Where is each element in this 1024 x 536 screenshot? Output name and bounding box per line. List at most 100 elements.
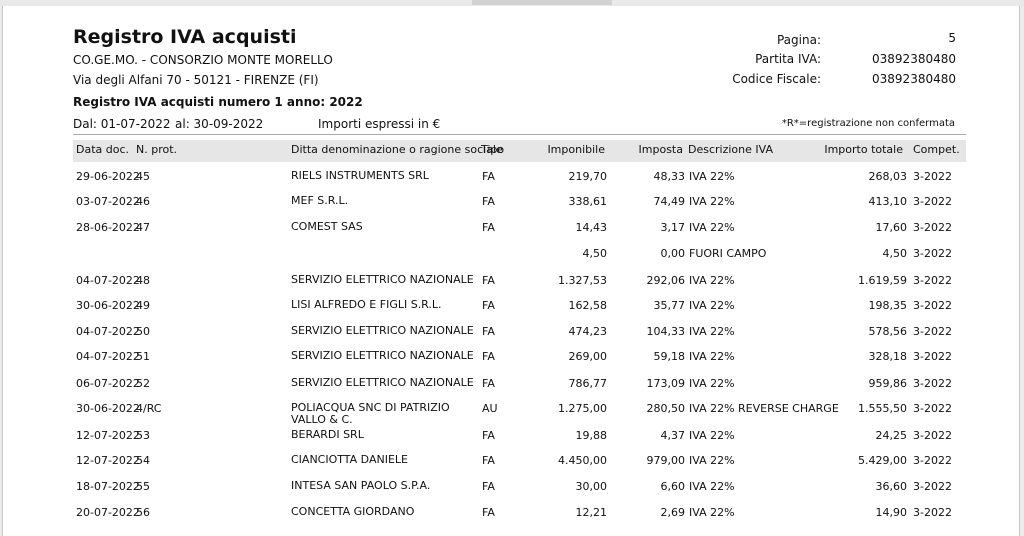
cell-ditta: POLIACQUA SNC DI PATRIZIO VALLO & C. [291,401,450,426]
cell-imposta: 2,69 [660,506,686,519]
cell-imposta: 3,17 [660,221,686,234]
period-from: Dal: 01-07-2022 [73,117,171,131]
page-number: 5 [948,31,956,45]
header-divider [73,134,966,135]
cell-compet: 3-2022 [913,429,952,442]
cell-imponibile: 474,23 [568,325,608,338]
cell-tipo: FA [482,350,495,363]
cell-tipo: FA [482,170,495,183]
cell-imposta: 979,00 [646,454,686,467]
cell-n-prot: 56 [136,506,150,519]
currency-note: Importi espressi in € [318,117,441,131]
cell-compet: 3-2022 [913,377,952,390]
cell-compet: 3-2022 [913,506,952,519]
cell-tipo: FA [482,506,495,519]
cell-importo-totale: 1.619,59 [858,274,907,287]
cell-descrizione: IVA 22% [689,299,735,312]
cell-imposta: 4,37 [660,429,686,442]
cell-n-prot: 4/RC [136,402,162,415]
cell-data-doc: 04-07-2022 [76,350,140,363]
cell-data-doc: 04-07-2022 [76,274,140,287]
cell-data-doc: 03-07-2022 [76,195,140,208]
cell-compet: 3-2022 [913,454,952,467]
cell-data-doc: 12-07-2022 [76,454,140,467]
page-label: Pagina: [776,33,821,47]
cell-n-prot: 50 [136,325,150,338]
document-title: Registro IVA acquisti [73,26,297,48]
cell-ditta: INTESA SAN PAOLO S.P.A. [291,479,431,492]
cell-descrizione: IVA 22% [689,506,735,519]
cell-compet: 3-2022 [913,170,952,183]
cell-descrizione: IVA 22% REVERSE CHARGE [689,402,839,415]
table-row: 04-07-2022 48 SERVIZIO ELETTRICO NAZIONALE… [3,274,1019,298]
col-compet: Compet. [913,143,960,156]
cell-compet: 3-2022 [913,299,952,312]
col-data-doc: Data doc. [76,143,130,156]
cell-ditta: COMEST SAS [291,220,363,233]
cell-compet: 3-2022 [913,247,952,260]
cell-imponibile: 19,88 [575,429,608,442]
cell-imposta: 35,77 [653,299,686,312]
cell-n-prot: 52 [136,377,150,390]
table-row: 18-07-2022 55 INTESA SAN PAOLO S.P.A. FA 30,… [3,480,1019,504]
cell-imponibile: 269,00 [568,350,608,363]
cell-data-doc: 30-06-2022 [76,299,140,312]
col-tipo: Tipo [481,143,505,156]
cell-imposta: 59,18 [653,350,686,363]
table-row: 29-06-2022 45 RIELS INSTRUMENTS SRL FA 219,7… [3,170,1019,194]
cell-n-prot: 47 [136,221,150,234]
cell-descrizione: IVA 22% [689,480,735,493]
cell-imponibile: 338,61 [568,195,608,208]
cell-descrizione: IVA 22% [689,377,735,390]
table-row: 4,50 0,00 FUORI CAMPO 4,50 3-2022 [3,247,1019,271]
cell-descrizione: IVA 22% [689,454,735,467]
table-row: 03-07-2022 46 MEF S.R.L. FA 338,61 74,49 IVA 2… [3,195,1019,219]
cell-n-prot: 51 [136,350,150,363]
cell-imponibile: 4.450,00 [558,454,607,467]
cell-importo-totale: 17,60 [875,221,908,234]
fiscal-code-label: Codice Fiscale: [732,72,821,86]
cell-importo-totale: 198,35 [868,299,908,312]
table-row: 30-06-2022 49 LISI ALFREDO E FIGLI S.R.L. F… [3,299,1019,323]
table-row: 04-07-2022 50 SERVIZIO ELETTRICO NAZIONALE… [3,325,1019,349]
col-descrizione: Descrizione IVA [688,143,773,156]
cell-imponibile: 4,50 [582,247,608,260]
cell-data-doc: 18-07-2022 [76,480,140,493]
cell-importo-totale: 328,18 [868,350,908,363]
fiscal-code: 03892380480 [872,72,956,86]
cell-imposta: 292,06 [646,274,686,287]
cell-ditta: BERARDI SRL [291,428,364,441]
cell-importo-totale: 413,10 [868,195,908,208]
viewer-tab[interactable] [472,0,612,5]
cell-imposta: 74,49 [653,195,686,208]
cell-ditta: MEF S.R.L. [291,194,349,207]
register-label: Registro IVA acquisti numero 1 anno: 202… [73,95,363,109]
cell-ditta: LISI ALFREDO E FIGLI S.R.L. [291,298,442,311]
cell-descrizione: IVA 22% [689,274,735,287]
cell-tipo: FA [482,429,495,442]
cell-compet: 3-2022 [913,480,952,493]
cell-n-prot: 53 [136,429,150,442]
table-header [73,140,966,162]
unconfirmed-note: *R*=registrazione non confermata [781,118,955,129]
cell-descrizione: IVA 22% [689,429,735,442]
cell-tipo: FA [482,454,495,467]
cell-compet: 3-2022 [913,402,952,415]
period-to: al: 30-09-2022 [175,117,264,131]
cell-tipo: FA [482,377,495,390]
table-row: 04-07-2022 51 SERVIZIO ELETTRICO NAZIONALE… [3,350,1019,374]
vat-label: Partita IVA: [755,52,821,66]
company-address: Via degli Alfani 70 - 50121 - FIRENZE (F… [73,73,319,87]
cell-data-doc: 20-07-2022 [76,506,140,519]
cell-tipo: FA [482,274,495,287]
cell-descrizione: IVA 22% [689,170,735,183]
cell-compet: 3-2022 [913,325,952,338]
cell-data-doc: 06-07-2022 [76,377,140,390]
table-row: 28-06-2022 47 COMEST SAS FA 14,43 3,17 IVA 22%… [3,221,1019,245]
cell-tipo: FA [482,325,495,338]
cell-importo-totale: 36,60 [875,480,908,493]
cell-tipo: AU [482,402,498,415]
cell-compet: 3-2022 [913,274,952,287]
cell-importo-totale: 959,86 [868,377,908,390]
cell-n-prot: 46 [136,195,150,208]
